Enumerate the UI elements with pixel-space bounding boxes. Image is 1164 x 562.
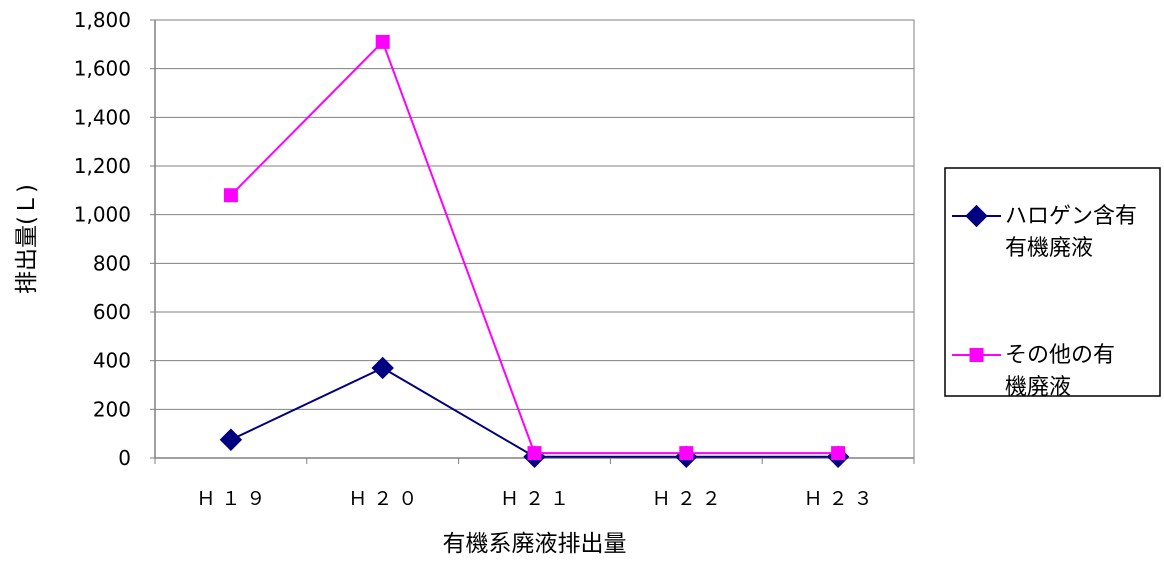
x-axis-ticks [154, 458, 915, 464]
x-tick-label: Ｈ２２ [652, 488, 727, 510]
x-tick-label: Ｈ２１ [500, 488, 575, 510]
gridlines [150, 19, 914, 459]
y-tick-label: 1,400 [74, 105, 131, 129]
data-point [831, 446, 846, 461]
data-point [679, 446, 694, 461]
data-point [965, 204, 988, 228]
x-tick-label: Ｈ１９ [196, 488, 271, 510]
legend-label: 機廃液 [1005, 375, 1071, 400]
data-point [969, 348, 984, 362]
data-point [223, 188, 238, 203]
y-tick-label: 1,800 [74, 8, 131, 32]
legend-label: 有機廃液 [1005, 236, 1093, 261]
legend-label: ハロゲン含有 [1005, 204, 1137, 229]
data-point [527, 446, 542, 461]
data-point [375, 34, 390, 49]
x-tick-label: Ｈ２３ [804, 488, 879, 510]
series-line [230, 40, 839, 455]
series-group [219, 34, 850, 468]
y-tick-label: 1,000 [74, 203, 131, 227]
series-line [230, 366, 839, 458]
x-axis-title: 有機系廃液排出量 [443, 531, 627, 557]
y-axis-title: 排出量(Ｌ) [14, 184, 40, 294]
y-tick-label: 1,600 [74, 57, 131, 81]
y-tick-label: 0 [118, 446, 131, 470]
x-tick-labels: Ｈ１９ Ｈ２０ Ｈ２１ Ｈ２２ Ｈ２３ [196, 488, 879, 510]
series-square [223, 34, 846, 461]
plot-area [154, 19, 915, 459]
y-tick-label: 800 [93, 251, 131, 275]
y-tick-label: 200 [93, 397, 131, 421]
y-tick-labels: 0 200 400 600 800 1,000 1,200 1,400 1,600 1,800 [74, 8, 131, 470]
y-tick-label: 600 [93, 300, 131, 324]
x-tick-label: Ｈ２０ [348, 488, 423, 510]
data-point [371, 356, 394, 380]
y-tick-label: 400 [93, 349, 131, 373]
y-tick-label: 1,200 [74, 154, 131, 178]
data-point [219, 428, 243, 451]
legend-label: その他の有 [1005, 343, 1115, 368]
